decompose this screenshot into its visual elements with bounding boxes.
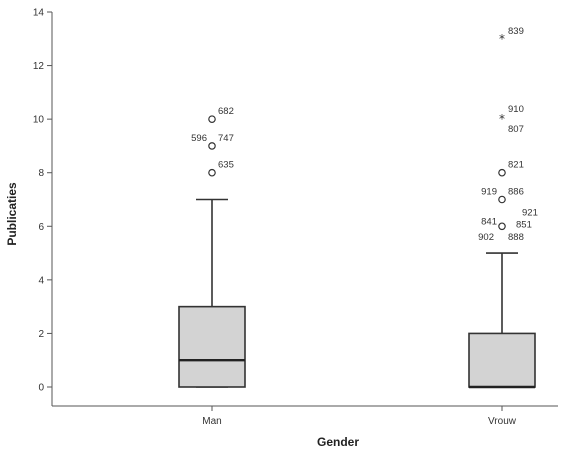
outlier-label: 596 bbox=[191, 133, 207, 144]
y-tick-label: 10 bbox=[33, 115, 45, 126]
outlier-label: 886 bbox=[508, 187, 524, 198]
outlier-label: 910 bbox=[508, 104, 524, 115]
outlier-label: 747 bbox=[218, 133, 234, 144]
outlier-circle bbox=[208, 142, 216, 150]
x-axis-title: Gender bbox=[317, 435, 359, 449]
outlier-circle bbox=[498, 168, 506, 177]
outlier-star: * bbox=[499, 32, 505, 46]
x-tick-label: Vrouw bbox=[488, 416, 517, 427]
y-tick-label: 4 bbox=[38, 275, 44, 286]
outlier-circle bbox=[498, 222, 506, 231]
outlier-label: 902 bbox=[478, 232, 494, 243]
axes bbox=[51, 12, 558, 407]
y-tick-label: 2 bbox=[38, 329, 44, 340]
box-group: Man 682 596 747 635 bbox=[178, 106, 246, 427]
y-axis-ticks: 0 2 4 6 8 10 12 14 bbox=[33, 8, 52, 394]
outlier-label: 635 bbox=[218, 160, 234, 171]
outlier-circle bbox=[208, 168, 216, 177]
y-axis-title: Publicaties bbox=[5, 182, 19, 246]
box bbox=[468, 332, 536, 388]
outlier-label: 821 bbox=[508, 160, 524, 171]
y-tick-label: 6 bbox=[38, 222, 44, 233]
y-tick-label: 14 bbox=[33, 8, 45, 19]
outlier-circle bbox=[208, 115, 216, 123]
outlier-star: * bbox=[499, 112, 505, 126]
y-tick-label: 12 bbox=[33, 61, 45, 72]
outlier-label: 839 bbox=[508, 26, 524, 37]
outlier-label: 807 bbox=[508, 124, 524, 135]
y-tick-label: 8 bbox=[38, 168, 44, 179]
x-tick-label: Man bbox=[202, 416, 221, 427]
outlier-label: 919 bbox=[481, 187, 497, 198]
outlier-label: 851 bbox=[516, 219, 532, 230]
outlier-label: 888 bbox=[508, 232, 524, 243]
outlier-label: 921 bbox=[522, 207, 538, 218]
outlier-label: 841 bbox=[481, 216, 497, 227]
box bbox=[178, 305, 246, 388]
y-tick-label: 0 bbox=[38, 383, 44, 394]
outlier-circle bbox=[498, 195, 506, 204]
outlier-label: 682 bbox=[218, 106, 234, 117]
